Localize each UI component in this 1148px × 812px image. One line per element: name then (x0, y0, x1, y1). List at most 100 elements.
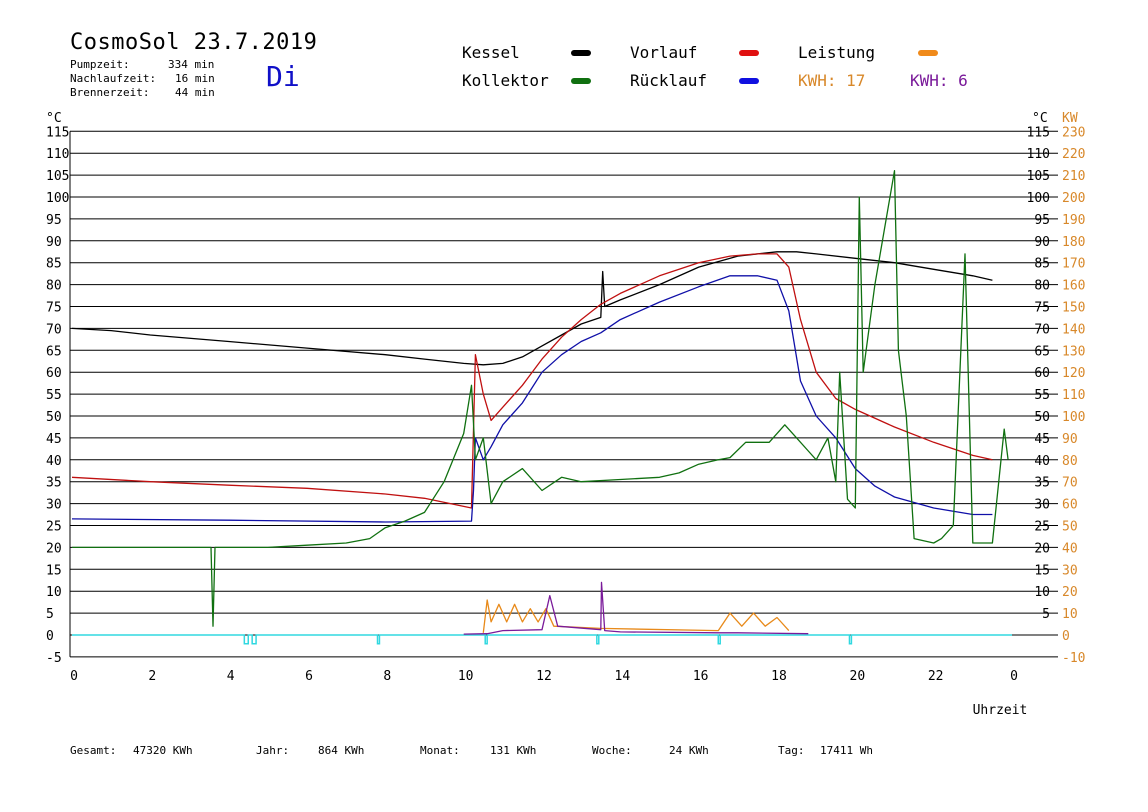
y-tick-label-right-power: 80 (1062, 454, 1078, 469)
y-tick-label-right-temp: 85 (1034, 257, 1050, 272)
y-tick-label-left: 70 (46, 322, 62, 337)
footer-gesamt-value: 47320 KWh (133, 744, 193, 757)
x-tick-label: 0 (1010, 669, 1018, 684)
y-tick-label-left: 110 (46, 147, 69, 162)
footer-gesamt-label: Gesamt: (70, 744, 117, 757)
y-tick-label-right-temp: 25 (1034, 520, 1050, 535)
ruecklauf-line (71, 275, 993, 523)
y-tick-label-right-temp: 35 (1034, 476, 1050, 491)
y-axis-unit-power: KW (1062, 111, 1078, 126)
footer-tag-value: 17411 Wh (820, 744, 873, 757)
y-tick-label-right-temp: 60 (1034, 366, 1050, 381)
legend-ruecklauf-swatch (739, 78, 759, 84)
stat-brennerzeit-value: 44 min (175, 86, 215, 99)
y-axis-unit-right: °C (1032, 111, 1048, 126)
kessel-line (71, 251, 993, 366)
legend-leistung-label: Leistung (798, 43, 876, 62)
y-tick-label-right-power: 220 (1062, 147, 1085, 162)
y-tick-label-left: 85 (46, 257, 62, 272)
y-tick-label-left: 95 (46, 213, 62, 228)
y-tick-label-right-power: 150 (1062, 301, 1085, 316)
y-tick-label-left: 50 (46, 410, 62, 425)
footer-woche-label: Woche: (592, 744, 632, 757)
y-tick-label-right-power: 50 (1062, 520, 1078, 535)
legend-kessel-label: Kessel (462, 43, 520, 62)
y-tick-label-left: 75 (46, 301, 62, 316)
y-tick-label-left: 90 (46, 235, 62, 250)
y-tick-label-left: 65 (46, 344, 62, 359)
y-tick-label-right-temp: 5 (1042, 607, 1050, 622)
stat-nachlaufzeit-label: Nachlaufzeit: (70, 72, 157, 85)
y-tick-label-left: 5 (46, 607, 54, 622)
y-tick-label-left: 45 (46, 432, 62, 447)
legend-leistung-swatch (918, 50, 938, 56)
legend-kwh-solar: KWH: 17 (798, 71, 866, 90)
brenner-leistung-line (463, 581, 809, 635)
x-tick-label: 6 (305, 669, 313, 684)
y-tick-label-left: 115 (46, 125, 69, 140)
y-tick-label-right-temp: 65 (1034, 344, 1050, 359)
y-tick-label-right-power: -10 (1062, 651, 1085, 666)
y-tick-label-right-temp: 80 (1034, 279, 1050, 294)
y-tick-label-left: 10 (46, 585, 62, 600)
y-tick-label-right-temp: 40 (1034, 454, 1050, 469)
x-tick-label: 8 (383, 669, 391, 684)
legend-kessel-swatch (571, 50, 591, 56)
y-tick-label-right-power: 30 (1062, 563, 1078, 578)
kollektor-line (72, 170, 1009, 627)
y-tick-label-left: 105 (46, 169, 69, 184)
y-tick-label-left: 60 (46, 366, 62, 381)
footer-woche-value: 24 KWh (669, 744, 709, 757)
y-tick-label-right-temp: 20 (1034, 541, 1050, 556)
y-tick-label-right-power: 40 (1062, 541, 1078, 556)
y-tick-label-right-temp: 75 (1034, 301, 1050, 316)
y-tick-label-right-temp: 110 (1027, 147, 1050, 162)
footer-jahr-label: Jahr: (256, 744, 290, 757)
y-tick-label-left: 15 (46, 563, 62, 578)
y-tick-label-right-temp: 50 (1034, 410, 1050, 425)
footer-monat-label: Monat: (420, 744, 460, 757)
stat-pumpzeit-value: 334 min (168, 58, 215, 71)
chart-title: CosmoSol 23.7.2019 (70, 30, 318, 55)
y-tick-label-left: 35 (46, 476, 62, 491)
y-tick-label-left: 0 (46, 629, 54, 644)
y-tick-label-right-temp: 55 (1034, 388, 1050, 403)
y-tick-label-right-temp: 70 (1034, 322, 1050, 337)
y-tick-label-right-temp: 90 (1034, 235, 1050, 250)
y-tick-label-left: 55 (46, 388, 62, 403)
y-tick-label-right-temp: 105 (1027, 169, 1050, 184)
x-tick-label: 10 (458, 669, 474, 684)
y-tick-label-right-temp: 10 (1034, 585, 1050, 600)
x-tick-label: 20 (850, 669, 866, 684)
y-tick-label-left: 40 (46, 454, 62, 469)
y-tick-label-right-power: 180 (1062, 235, 1085, 250)
y-tick-label-right-power: 230 (1062, 125, 1085, 140)
y-tick-label-right-power: 90 (1062, 432, 1078, 447)
y-tick-label-right-power: 130 (1062, 344, 1085, 359)
y-tick-label-left: 80 (46, 279, 62, 294)
y-tick-label-left: -5 (46, 651, 62, 666)
stat-brennerzeit-label: Brennerzeit: (70, 86, 150, 99)
y-tick-label-right-temp: 115 (1027, 125, 1050, 140)
y-tick-label-right-temp: 100 (1027, 191, 1050, 206)
y-tick-label-right-power: 110 (1062, 388, 1085, 403)
legend-kollektor-label: Kollektor (462, 71, 549, 90)
y-tick-label-left: 25 (46, 520, 62, 535)
legend-vorlauf-swatch (739, 50, 759, 56)
y-tick-label-right-power: 70 (1062, 476, 1078, 491)
pump-status-line (72, 634, 1012, 645)
x-tick-label: 12 (536, 669, 552, 684)
stat-nachlaufzeit-value: 16 min (175, 72, 215, 85)
footer-monat-value: 131 KWh (490, 744, 537, 757)
leistung-line (482, 599, 790, 633)
y-tick-label-right-temp: 95 (1034, 213, 1050, 228)
y-tick-label-right-power: 10 (1062, 607, 1078, 622)
vorlauf-line (71, 253, 993, 509)
y-tick-label-right-power: 120 (1062, 366, 1085, 381)
x-tick-label: 0 (70, 669, 78, 684)
legend-kollektor-swatch (571, 78, 591, 84)
x-tick-label: 14 (615, 669, 631, 684)
y-tick-label-left: 20 (46, 541, 62, 556)
y-tick-label-right-power: 190 (1062, 213, 1085, 228)
